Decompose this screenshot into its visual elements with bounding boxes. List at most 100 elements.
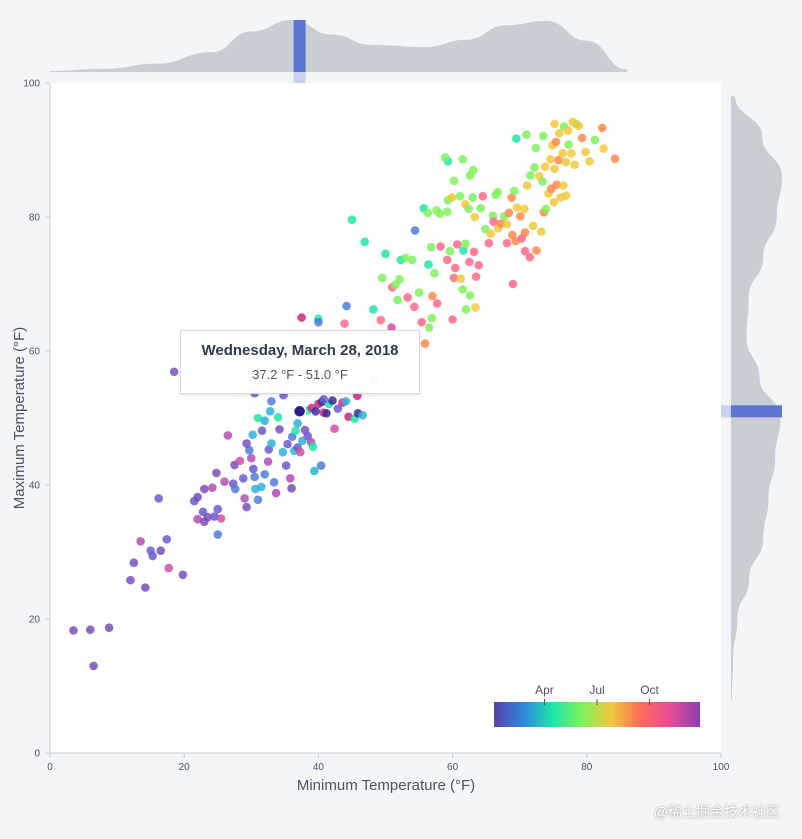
data-point[interactable] [530, 163, 539, 172]
data-point[interactable] [561, 157, 571, 167]
data-point[interactable] [536, 227, 546, 237]
data-point[interactable] [581, 147, 590, 157]
data-point[interactable] [502, 238, 512, 248]
data-point[interactable] [570, 160, 580, 170]
data-point[interactable] [516, 212, 525, 221]
data-point[interactable] [458, 155, 467, 164]
data-point[interactable] [546, 155, 555, 164]
data-point[interactable] [442, 255, 452, 265]
data-point[interactable] [216, 514, 226, 523]
data-point[interactable] [427, 313, 437, 323]
data-point[interactable] [89, 661, 98, 671]
data-point[interactable] [445, 246, 455, 256]
data-point[interactable] [341, 396, 351, 406]
data-point[interactable] [265, 407, 275, 416]
data-point[interactable] [260, 469, 270, 479]
data-point[interactable] [310, 466, 319, 476]
data-point[interactable] [223, 431, 233, 440]
data-point[interactable] [287, 484, 296, 493]
data-point[interactable] [291, 426, 300, 436]
data-point[interactable] [520, 246, 530, 256]
data-point[interactable] [577, 133, 587, 143]
data-point[interactable] [381, 249, 390, 259]
data-point[interactable] [522, 130, 531, 139]
data-point[interactable] [333, 404, 343, 413]
data-point[interactable] [247, 453, 256, 463]
data-point[interactable] [426, 242, 436, 252]
data-point[interactable] [512, 203, 522, 212]
data-point[interactable] [558, 149, 567, 158]
data-point[interactable] [340, 319, 349, 328]
data-point[interactable] [449, 176, 459, 186]
data-point[interactable] [417, 317, 427, 327]
data-point[interactable] [442, 207, 452, 216]
data-point[interactable] [432, 299, 442, 308]
data-point[interactable] [448, 315, 457, 324]
data-point[interactable] [257, 426, 267, 436]
data-point[interactable] [263, 457, 273, 466]
data-point[interactable] [486, 229, 496, 239]
data-point[interactable] [154, 494, 164, 503]
data-point[interactable] [193, 492, 202, 502]
data-point[interactable] [561, 191, 571, 200]
data-point[interactable] [610, 154, 620, 164]
data-point[interactable] [554, 155, 563, 165]
data-point[interactable] [461, 305, 471, 314]
data-point[interactable] [559, 181, 568, 190]
data-point[interactable] [563, 126, 573, 135]
data-point[interactable] [200, 484, 209, 494]
data-point[interactable] [314, 317, 323, 327]
data-point[interactable] [316, 461, 326, 470]
data-point[interactable] [271, 488, 281, 498]
highlighted-point[interactable] [292, 404, 307, 419]
data-point[interactable] [522, 181, 532, 190]
data-point[interactable] [468, 193, 478, 202]
data-point[interactable] [267, 396, 276, 406]
data-point[interactable] [253, 413, 263, 423]
data-point[interactable] [164, 563, 174, 573]
data-point[interactable] [283, 439, 292, 449]
data-point[interactable] [285, 474, 295, 483]
data-point[interactable] [471, 303, 480, 312]
data-point[interactable] [449, 273, 459, 283]
data-point[interactable] [240, 494, 249, 503]
data-point[interactable] [549, 197, 559, 207]
data-point[interactable] [281, 461, 291, 470]
data-point[interactable] [208, 483, 217, 492]
data-point[interactable] [489, 217, 498, 226]
data-point[interactable] [347, 215, 357, 224]
data-point[interactable] [599, 144, 608, 153]
data-point[interactable] [275, 425, 284, 434]
data-point[interactable] [129, 558, 139, 568]
data-point[interactable] [126, 575, 135, 585]
data-point[interactable] [424, 260, 433, 269]
data-point[interactable] [424, 323, 434, 332]
data-point[interactable] [567, 149, 576, 158]
data-point[interactable] [484, 238, 494, 248]
data-point[interactable] [554, 128, 564, 138]
data-point[interactable] [465, 257, 474, 267]
data-point[interactable] [532, 246, 541, 255]
data-point[interactable] [423, 208, 433, 218]
data-point[interactable] [377, 273, 387, 283]
data-point[interactable] [169, 367, 179, 377]
data-point[interactable] [568, 117, 578, 127]
data-point[interactable] [502, 220, 512, 229]
data-point[interactable] [248, 430, 257, 440]
data-point[interactable] [148, 551, 157, 561]
data-point[interactable] [278, 447, 288, 457]
data-point[interactable] [200, 517, 209, 527]
data-point[interactable] [538, 131, 548, 141]
data-point[interactable] [459, 246, 468, 255]
data-point[interactable] [104, 623, 114, 633]
data-point[interactable] [210, 512, 219, 521]
data-point[interactable] [360, 237, 369, 247]
data-point[interactable] [393, 295, 402, 305]
data-point[interactable] [528, 221, 538, 231]
data-point[interactable] [507, 193, 516, 202]
data-point[interactable] [538, 177, 547, 186]
data-point[interactable] [162, 534, 172, 544]
data-point[interactable] [311, 407, 321, 416]
data-point[interactable] [550, 119, 559, 129]
data-point[interactable] [469, 247, 479, 257]
